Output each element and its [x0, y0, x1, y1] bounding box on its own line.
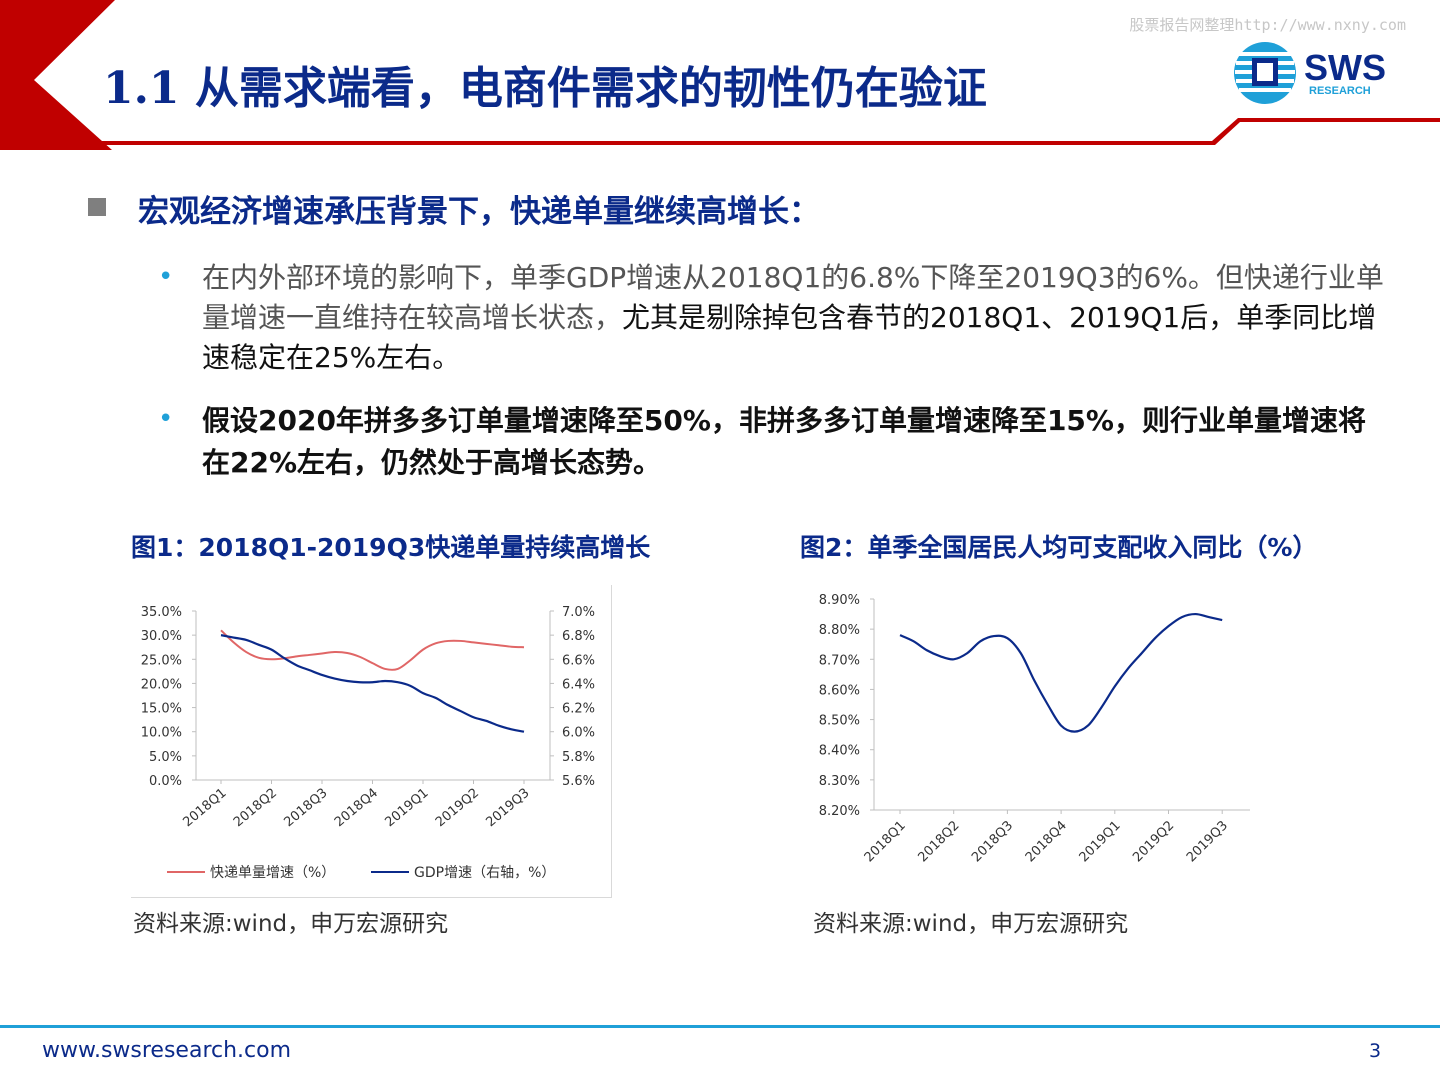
- y-right-tick-label: 6.2%: [562, 702, 595, 717]
- y-tick-label: 8.20%: [819, 804, 860, 819]
- y-tick-label: 8.80%: [819, 623, 860, 638]
- y-tick-label: 8.70%: [819, 653, 860, 668]
- figure-2-title: 图2：单季全国居民人均可支配收入同比（%）: [800, 533, 1318, 562]
- x-tick-label: 2019Q2: [1130, 818, 1177, 865]
- x-tick-label: 2018Q3: [281, 786, 330, 831]
- logo-name: SWS: [1304, 47, 1386, 88]
- sws-logo-icon: SWS RESEARCH: [1234, 42, 1386, 104]
- y-right-tick-label: 6.8%: [562, 629, 595, 644]
- sub-bullet-1-part1: 在内外部环境的影响下，单季GDP增速从2018Q1的6.8%下降至2019Q3的…: [202, 261, 1384, 334]
- sub-bullet-1: 在内外部环境的影响下，单季GDP增速从2018Q1的6.8%下降至2019Q3的…: [202, 258, 1392, 378]
- series-line-1: [899, 612, 1223, 733]
- footer-rule: [0, 1025, 1440, 1028]
- y-left-tick-label: 0.0%: [149, 774, 182, 789]
- watermark-text: 股票报告网整理http://www.nxny.com: [1129, 16, 1406, 34]
- x-tick-label: 2018Q3: [969, 818, 1016, 865]
- y-left-tick-label: 10.0%: [141, 726, 182, 741]
- y-right-tick-label: 6.4%: [562, 677, 595, 692]
- y-right-tick-label: 5.8%: [562, 750, 595, 765]
- source-note-1: 资料来源:wind，申万宏源研究: [133, 911, 449, 937]
- sub-bullet-2: 假设2020年拼多多订单量增速降至50%，非拼多多订单量增速降至15%，则行业单…: [202, 404, 1366, 479]
- x-tick-label: 2019Q3: [483, 786, 532, 831]
- y-tick-label: 8.40%: [819, 744, 860, 759]
- chart-1: 0.0% 5.0% 10.0% 15.0% 20.0% 25.0% 30.0% 35.0% 5.…: [131, 585, 612, 898]
- footer-url[interactable]: www.swsresearch.com: [42, 1038, 292, 1063]
- chart-2: 8.20% 8.30% 8.40% 8.50% 8.60% 8.70% 8.80% 8.90%…: [819, 593, 1250, 865]
- x-tick-label: 2018Q1: [862, 818, 909, 865]
- x-tick-label: 2018Q2: [915, 818, 962, 865]
- page-number: 3: [1369, 1040, 1382, 1062]
- x-tick-label: 2019Q2: [433, 786, 482, 831]
- y-left-tick-label: 20.0%: [141, 677, 182, 692]
- sub-bullet-1-part2: 尤其是剔除掉包含春节的2018Q1、2019Q1后，单季同比增速稳定在25%左右…: [202, 301, 1377, 374]
- header-red-chevron: [0, 0, 115, 150]
- y-right-tick-label: 6.6%: [562, 653, 595, 668]
- bullet-dot-icon: •: [158, 262, 174, 292]
- y-left-tick-label: 25.0%: [141, 653, 182, 668]
- x-tick-label: 2018Q4: [332, 786, 381, 831]
- x-tick-label: 2019Q3: [1184, 818, 1231, 865]
- x-tick-label: 2018Q1: [180, 786, 229, 831]
- y-tick-label: 8.30%: [819, 774, 860, 789]
- logo-sub: RESEARCH: [1309, 85, 1371, 97]
- legend-label-2: GDP增速（右轴，%）: [414, 865, 555, 881]
- header-red-rule: [0, 118, 1440, 145]
- x-tick-label: 2019Q1: [382, 786, 431, 831]
- y-right-tick-label: 5.6%: [562, 774, 595, 789]
- figure-1-title: 图1：2018Q1-2019Q3快递单量持续高增长: [131, 533, 651, 562]
- bullet-dot-icon: •: [158, 404, 174, 434]
- series-line-1: [220, 629, 525, 671]
- y-tick-label: 8.50%: [819, 714, 860, 729]
- page-title: 1.1 从需求端看，电商件需求的韧性仍在验证: [103, 63, 987, 114]
- main-bullet-text: 宏观经济增速承压背景下，快递单量继续高增长：: [138, 194, 820, 230]
- series-line-2: [220, 634, 525, 733]
- y-right-tick-label: 6.0%: [562, 726, 595, 741]
- header-banner: [0, 0, 1440, 150]
- x-tick-label: 2018Q2: [231, 786, 280, 831]
- x-tick-label: 2018Q4: [1023, 818, 1070, 865]
- y-tick-label: 8.90%: [819, 593, 860, 608]
- y-right-tick-label: 7.0%: [562, 605, 595, 620]
- legend-label-1: 快递单量增速（%）: [210, 865, 335, 881]
- y-left-tick-label: 15.0%: [141, 702, 182, 717]
- y-left-tick-label: 30.0%: [141, 629, 182, 644]
- y-left-tick-label: 35.0%: [141, 605, 182, 620]
- bullet-square-icon: [88, 198, 106, 216]
- y-tick-label: 8.60%: [819, 683, 860, 698]
- y-left-tick-label: 5.0%: [149, 750, 182, 765]
- source-note-2: 资料来源:wind，申万宏源研究: [813, 911, 1129, 937]
- x-tick-label: 2019Q1: [1077, 818, 1124, 865]
